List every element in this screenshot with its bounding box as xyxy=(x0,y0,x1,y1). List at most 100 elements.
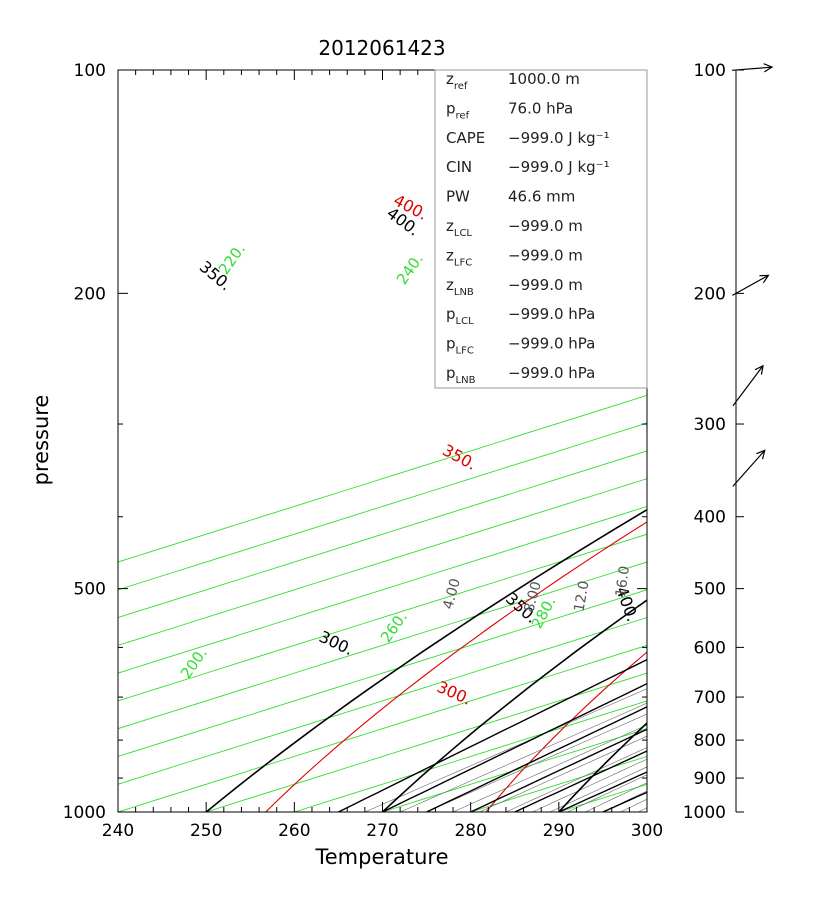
mixing-ratio-line-5 xyxy=(505,747,647,812)
isotherm-240 xyxy=(118,644,647,812)
mixing-ratio-line-8 xyxy=(567,774,647,812)
stats-box-frame xyxy=(434,69,648,389)
wind-vector-head xyxy=(754,364,764,375)
wind-vector-head xyxy=(759,274,770,284)
stat-value: −999.0 hPa xyxy=(508,335,595,353)
mixing-ratio-line-4 xyxy=(479,735,647,812)
mixing-ratio-line-6 xyxy=(532,758,647,812)
y-tick-label: 100 xyxy=(74,61,106,81)
mixing-ratio-line-2 xyxy=(426,713,647,812)
x-axis-label: Temperature xyxy=(314,845,448,869)
x-tick-labels: 240 250 260 270 280 290 300 xyxy=(102,821,663,841)
adiabat-label: 300. xyxy=(316,627,356,659)
isotherm-170 xyxy=(118,450,647,619)
wind-vector xyxy=(732,365,764,407)
x-tick-label: 250 xyxy=(190,821,222,841)
mixing-ratio-label: 16.0 xyxy=(613,565,633,598)
wind-axis-label: 700 xyxy=(694,688,726,708)
mixing-ratio-label: 8.00 xyxy=(521,580,545,614)
x-tick-label: 260 xyxy=(278,821,310,841)
theta-e-line-250 xyxy=(265,521,647,812)
stat-value: 46.6 mm xyxy=(508,188,575,206)
stat-value: −999.0 hPa xyxy=(508,305,595,323)
y-axis-label: pressure xyxy=(29,395,53,486)
stat-value: −999.0 m xyxy=(508,217,583,235)
x-tick-label: 270 xyxy=(366,821,398,841)
wind-vector-head xyxy=(763,63,774,73)
stat-row: zLCL xyxy=(446,217,472,239)
isotherm-160 xyxy=(118,422,647,591)
isotherm-190 xyxy=(118,505,647,674)
wind-axis-label: 300 xyxy=(694,415,726,435)
moist-adiabat-285 xyxy=(514,750,647,812)
mixing-ratio-line-12 xyxy=(638,807,647,812)
wind-profile-panel: 100 200 300 400 500 600 700 800 900 1000 xyxy=(683,61,774,823)
chart-title: 2012061423 xyxy=(318,36,445,60)
wind-axis-label: 900 xyxy=(694,769,726,789)
x-tick-label: 280 xyxy=(454,821,486,841)
stat-value: 1000.0 m xyxy=(508,70,580,88)
stat-value: 76.0 hPa xyxy=(508,99,573,117)
moist-adiabat-280 xyxy=(470,728,647,812)
dry-adiabat-310 xyxy=(735,70,814,812)
x-tick-label: 240 xyxy=(102,821,134,841)
wind-vector-head xyxy=(756,449,766,460)
wind-axis-label: 400 xyxy=(694,508,726,528)
isotherm-150 xyxy=(118,394,647,563)
stat-row: CIN xyxy=(446,158,472,176)
moist-adiabat-300 xyxy=(646,811,647,812)
isotherm-label: 220. xyxy=(215,240,249,278)
wind-vector xyxy=(732,449,766,487)
theta-e-label: 300. xyxy=(434,677,474,709)
stat-row: pLFC xyxy=(446,335,474,357)
wind-axis-label: 800 xyxy=(694,731,726,751)
isotherm-210 xyxy=(118,561,647,730)
moist-adiabat-270 xyxy=(382,682,647,812)
stat-row: zref xyxy=(446,70,468,92)
theta-e-label: 350. xyxy=(439,440,479,474)
wind-axis-label: 500 xyxy=(694,580,726,600)
dry-adiabat-lines xyxy=(205,70,814,812)
wind-axis-label: 100 xyxy=(694,61,726,81)
stat-value: −999.0 m xyxy=(508,276,583,294)
wind-axis-label: 200 xyxy=(694,284,726,304)
mixing-ratio-line-0 xyxy=(364,688,647,812)
stat-row: zLFC xyxy=(446,246,472,268)
stat-row: PW xyxy=(446,188,470,206)
stat-value: −999.0 hPa xyxy=(508,364,595,382)
wind-axis-label: 600 xyxy=(694,638,726,658)
y-tick-label: 1000 xyxy=(63,803,106,823)
isotherm-200 xyxy=(118,533,647,702)
stat-value: −999.0 m xyxy=(508,246,583,264)
wind-vector xyxy=(731,66,773,71)
stat-row: pLCL xyxy=(446,305,474,327)
y-tick-label: 500 xyxy=(74,580,106,600)
wind-axis-label: 1000 xyxy=(683,803,726,823)
equivalent-potential-temperature-lines xyxy=(265,521,647,812)
isotherm-label: 240. xyxy=(393,250,427,288)
isotherm-300 xyxy=(646,811,647,812)
stat-row: pref xyxy=(446,99,470,121)
isotherm-label: 200. xyxy=(177,644,211,682)
mixing-ratio-line-3 xyxy=(452,724,647,812)
x-tick-label: 290 xyxy=(543,821,575,841)
wind-vector xyxy=(732,274,769,296)
mixing-ratio-lines xyxy=(364,688,647,812)
mixing-ratio-line-7 xyxy=(549,766,647,812)
stat-value: −999.0 J kg⁻¹ xyxy=(508,158,610,176)
moist-adiabat-265 xyxy=(338,658,647,812)
isotherm-lines xyxy=(118,394,647,812)
isotherm-label: 260. xyxy=(377,608,411,646)
theta-e-line-275 xyxy=(485,651,647,812)
sounding-stats-box: zref 1000.0 m pref 76.0 hPa CAPE −999.0 J kg⁻… xyxy=(434,69,648,389)
plot-area: 300.350.350.400.400.300.350.400.200.220.… xyxy=(118,70,814,812)
x-tick-label: 300 xyxy=(631,821,663,841)
y-tick-label: 200 xyxy=(74,284,106,304)
stat-value: −999.0 J kg⁻¹ xyxy=(508,129,610,147)
isotherm-220 xyxy=(118,589,647,757)
y-tick-labels: 100 200 500 1000 xyxy=(63,61,106,823)
dry-adiabat-270 xyxy=(381,599,647,812)
isotherm-180 xyxy=(118,478,647,646)
dry-adiabat-250 xyxy=(205,508,647,812)
